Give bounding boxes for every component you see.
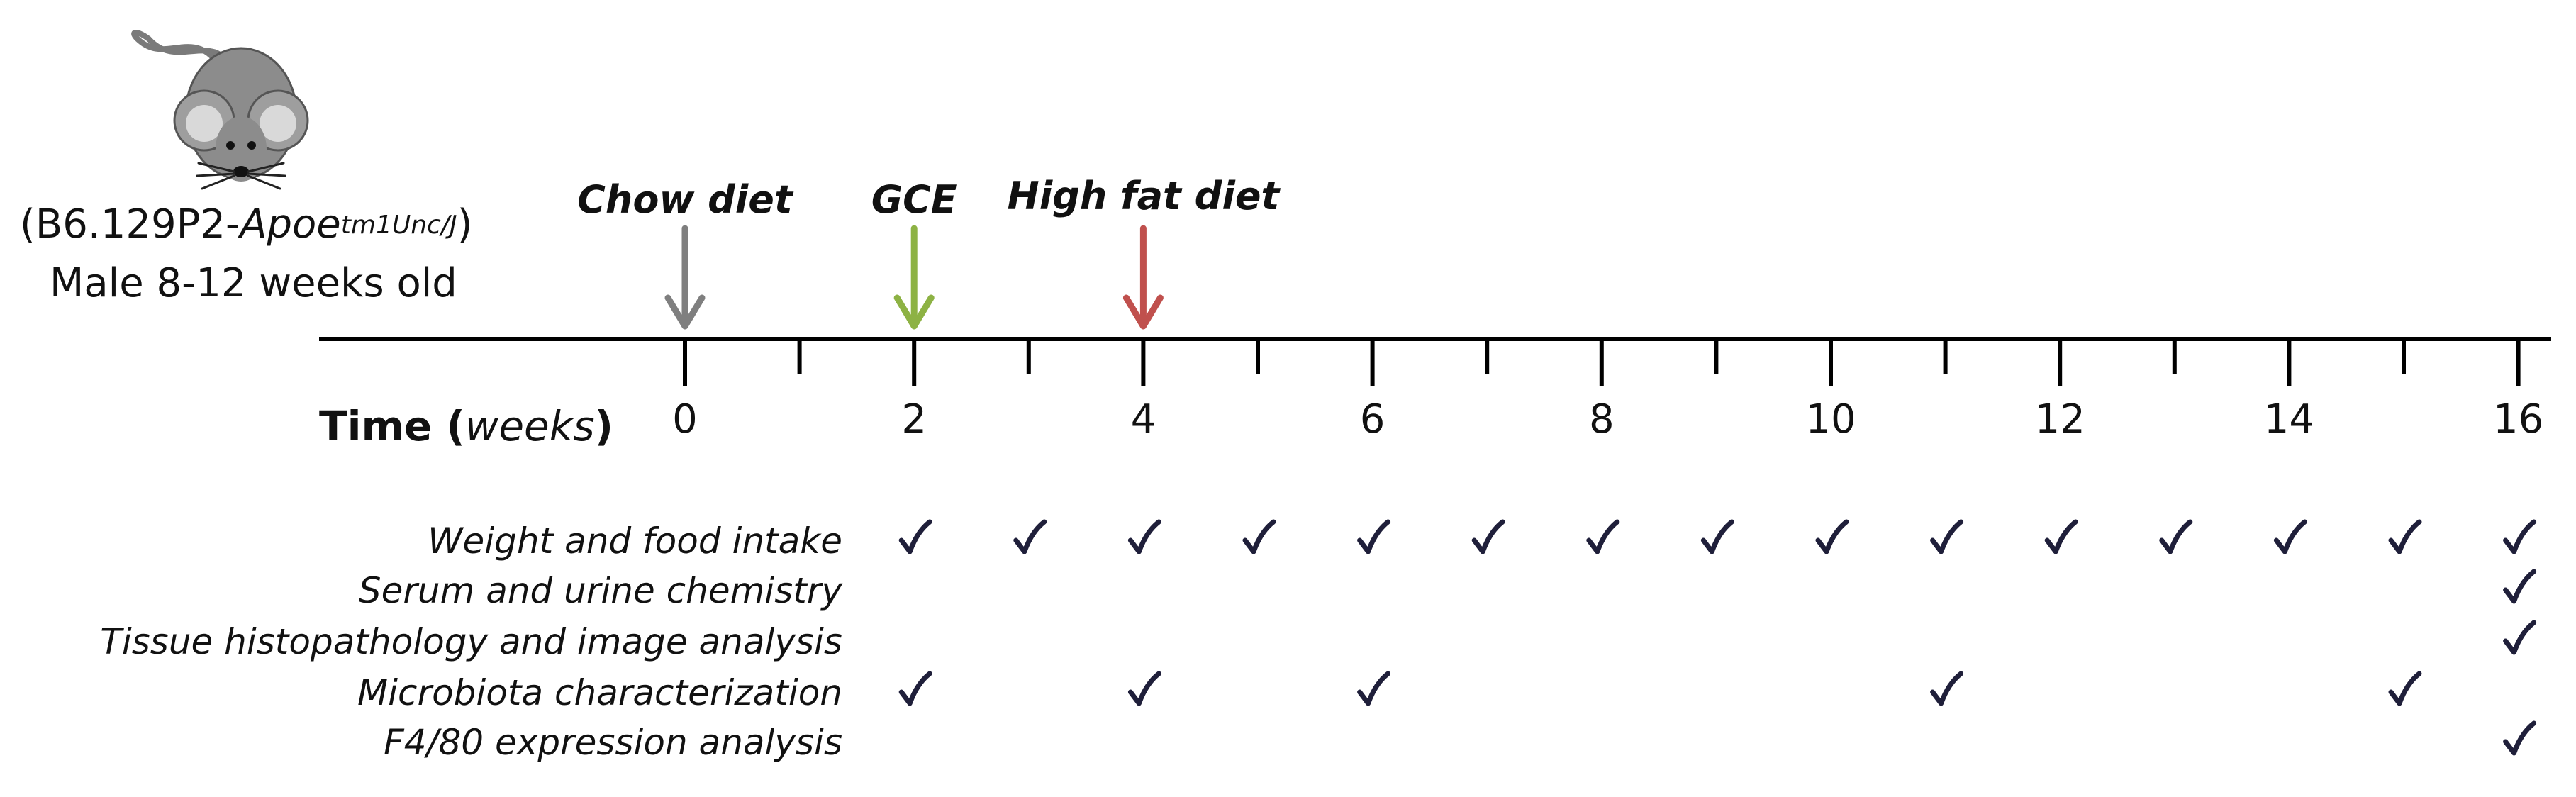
checkmark-icon bbox=[1357, 519, 1391, 554]
measurement-label: Microbiota characterization bbox=[357, 672, 842, 713]
event-label: High fat diet bbox=[1008, 174, 1281, 218]
checkmark-icon bbox=[1013, 519, 1047, 554]
time-title-unit: weeks bbox=[464, 402, 595, 450]
tick-label: 10 bbox=[1805, 396, 1856, 442]
checkmark-icon bbox=[1127, 671, 1161, 706]
mouse-description: Male 8-12 weeks old bbox=[50, 260, 457, 306]
down-arrow-icon bbox=[664, 225, 706, 330]
tick-label: 8 bbox=[1589, 396, 1615, 442]
checkmark-icon bbox=[1127, 519, 1161, 554]
time-axis-title: Time (weeks) bbox=[319, 403, 613, 450]
mouse-icon bbox=[131, 30, 309, 190]
event-label: GCE bbox=[871, 177, 957, 222]
event-marker: High fat diet bbox=[1008, 174, 1281, 330]
arrow-head bbox=[1122, 294, 1164, 330]
tick-label: 4 bbox=[1131, 396, 1156, 442]
checkmark-icon bbox=[2388, 519, 2422, 554]
tick-label: 12 bbox=[2035, 396, 2085, 442]
axis-tick-labels: 0 2 4 6 8 10 12 14 16 bbox=[672, 396, 2543, 442]
tick-label: 14 bbox=[2264, 396, 2314, 442]
mouse-strain-label: (B6.129P2-Apoetm1Unc/J) bbox=[20, 202, 472, 252]
checkmark-icon bbox=[2044, 519, 2078, 554]
event-markers: Chow diet GCE High fat diet bbox=[577, 174, 1281, 330]
checkmark-icon bbox=[2388, 671, 2422, 706]
checkmark-icon bbox=[2503, 569, 2537, 604]
checkmark-icon bbox=[2159, 519, 2193, 554]
strain-allele: tm1Unc/J bbox=[340, 211, 457, 240]
checkmark-icon bbox=[1930, 671, 1964, 706]
event-marker: GCE bbox=[871, 177, 957, 330]
checkmark-icon bbox=[2503, 519, 2537, 554]
axis-ticks bbox=[683, 339, 2521, 386]
checkmark-icon bbox=[2273, 519, 2307, 554]
checkmark-icon bbox=[1815, 519, 1849, 554]
measurement-checkmarks bbox=[898, 519, 2537, 756]
event-marker: Chow diet bbox=[577, 177, 794, 330]
checkmark-icon bbox=[2503, 720, 2537, 756]
checkmark-icon bbox=[1242, 519, 1276, 554]
strain-suffix: ) bbox=[457, 201, 473, 247]
arrow-head bbox=[664, 294, 706, 330]
strain-gene: Apoe bbox=[240, 201, 341, 247]
measurement-label: F4/80 expression analysis bbox=[384, 722, 842, 763]
tick-label: 2 bbox=[901, 396, 927, 442]
event-label: Chow diet bbox=[577, 177, 794, 222]
measurement-label: Weight and food intake bbox=[428, 520, 842, 562]
tick-label: 6 bbox=[1360, 396, 1385, 442]
measurement-label: Serum and urine chemistry bbox=[359, 570, 844, 611]
checkmark-icon bbox=[1930, 519, 1964, 554]
tick-label: 16 bbox=[2493, 396, 2543, 442]
down-arrow-icon bbox=[893, 225, 935, 330]
checkmark-icon bbox=[1586, 519, 1620, 554]
tick-label: 0 bbox=[672, 396, 698, 442]
time-title-bold: Time ( bbox=[319, 402, 465, 450]
checkmark-icon bbox=[2503, 620, 2537, 655]
checkmark-icon bbox=[898, 519, 932, 554]
checkmark-icon bbox=[1357, 671, 1391, 706]
checkmark-icon bbox=[898, 671, 932, 706]
arrow-head bbox=[893, 294, 935, 330]
checkmark-icon bbox=[1700, 519, 1734, 554]
checkmark-icon bbox=[1471, 519, 1505, 554]
measurement-label: Tissue histopathology and image analysis bbox=[100, 621, 842, 662]
time-title-closing: ) bbox=[594, 402, 614, 450]
strain-prefix: (B6.129P2- bbox=[20, 201, 240, 247]
measurement-labels: Weight and food intake Serum and urine ch… bbox=[100, 520, 843, 763]
down-arrow-icon bbox=[1122, 225, 1164, 330]
